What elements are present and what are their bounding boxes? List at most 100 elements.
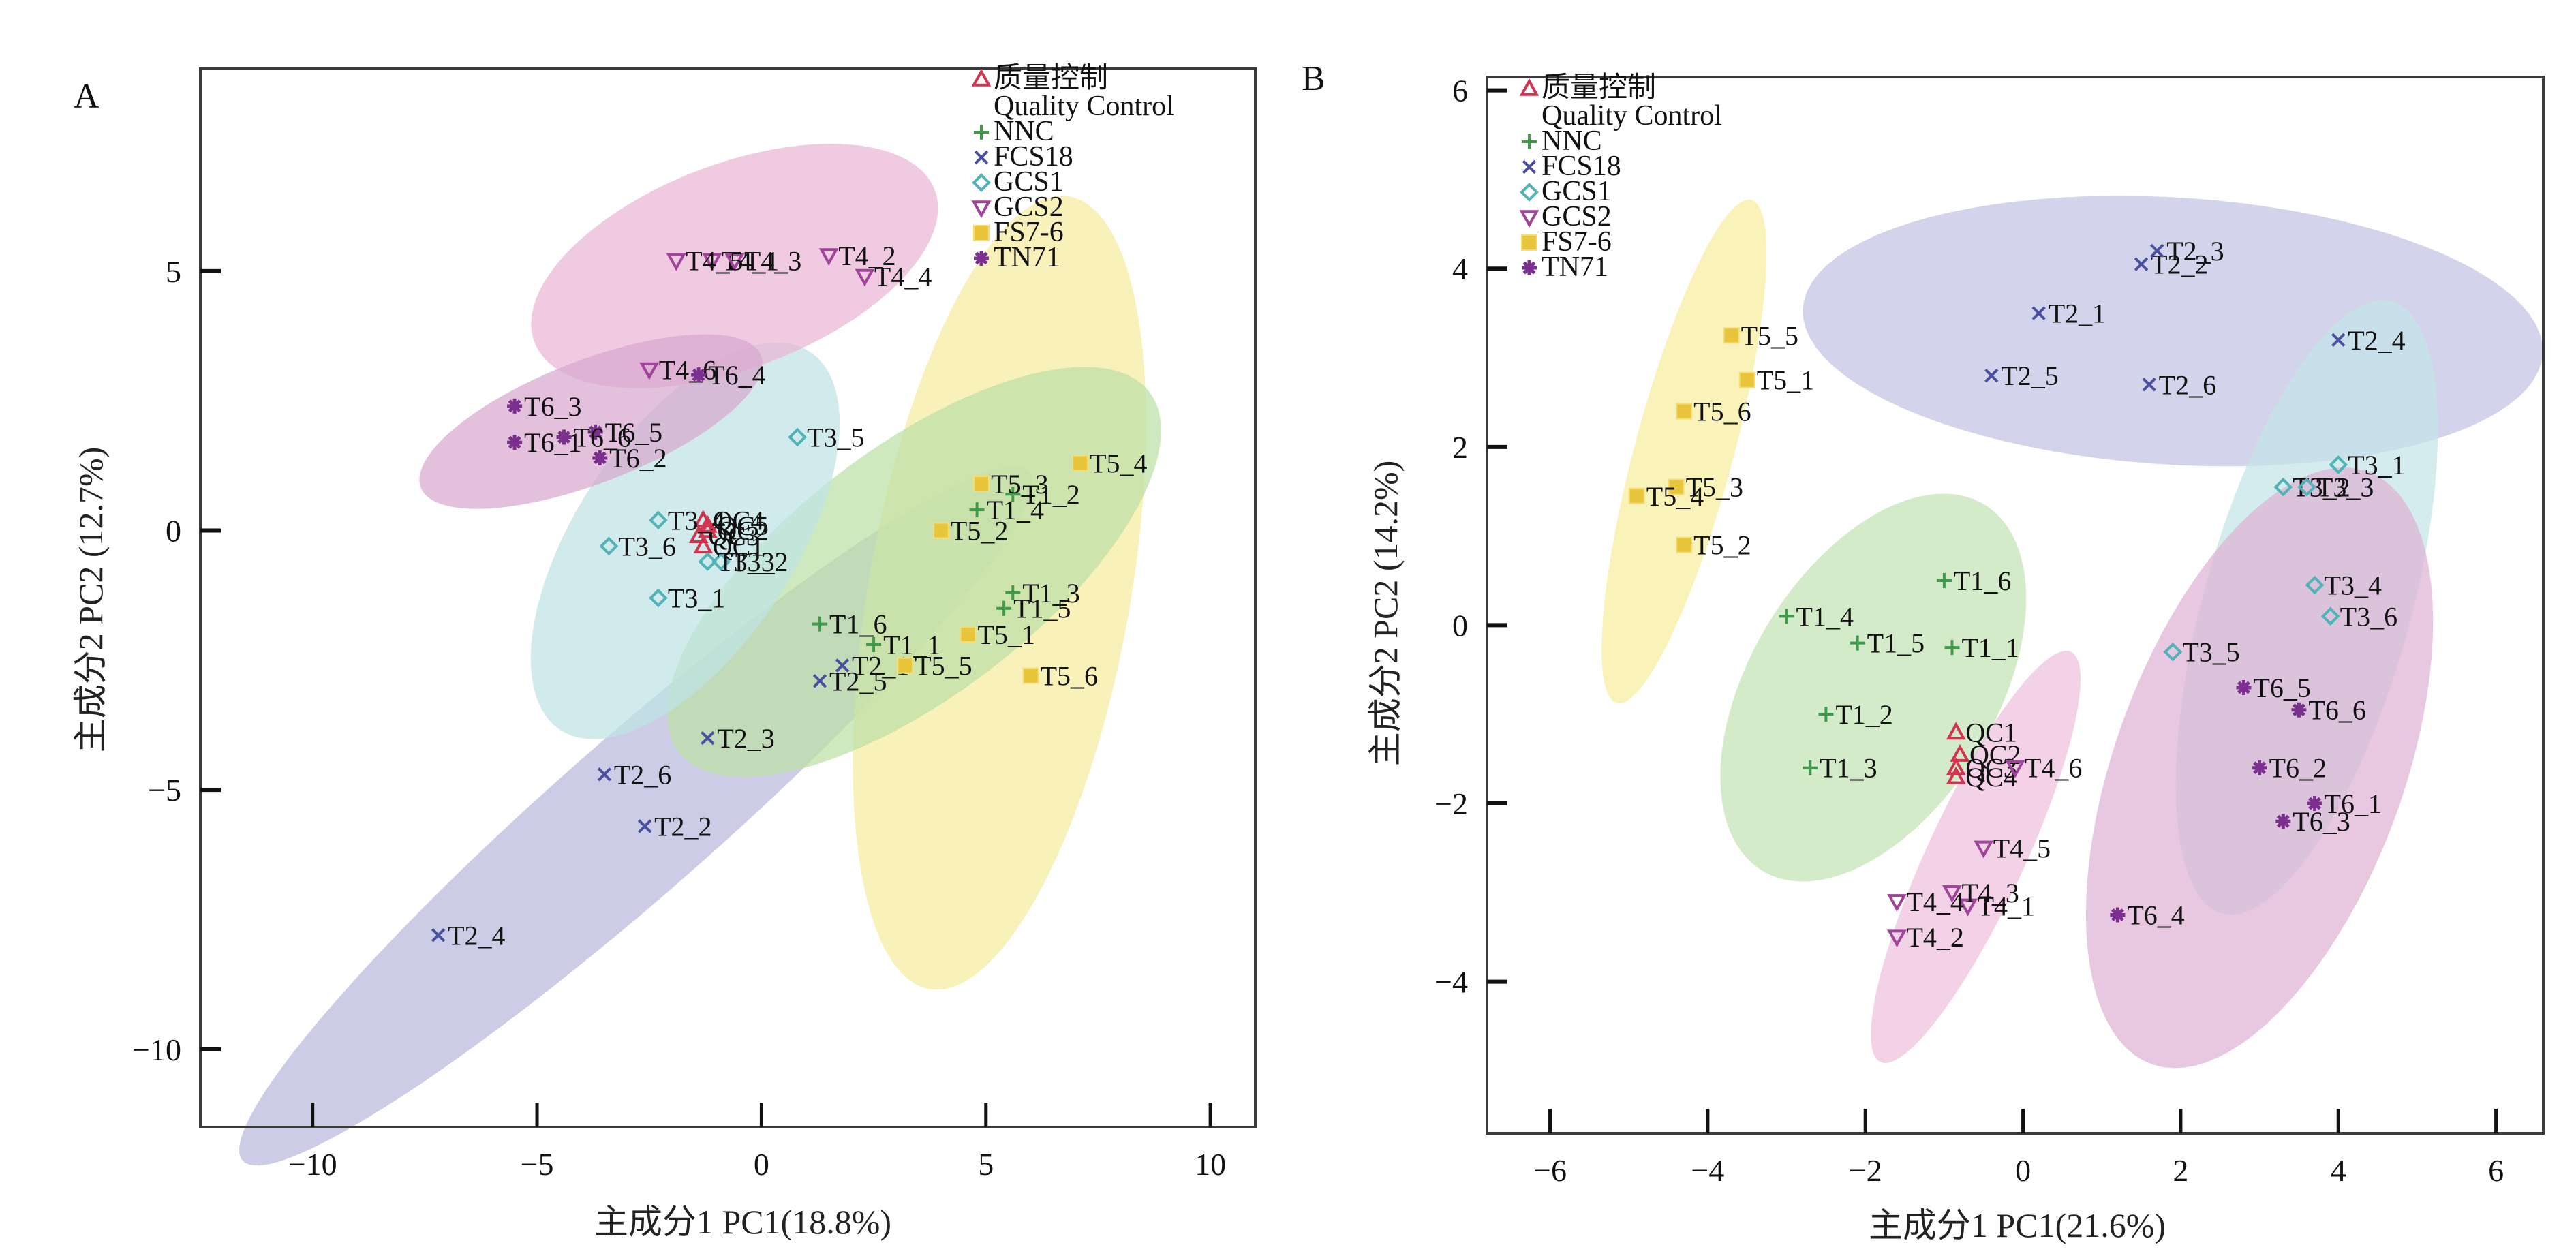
panel-b-x-tick-label: −6	[1533, 1153, 1567, 1188]
panel-b-point-t6_4	[2110, 907, 2126, 923]
panel-a-legend-label-gcs2: GCS2	[994, 191, 1064, 223]
panel-b-y-tick-label: −2	[1435, 786, 1468, 821]
panel-b-letter: B	[1302, 59, 1325, 98]
panel-b-point-t4_1	[1958, 898, 1978, 917]
panel-b-point-label-t5_2: T5_2	[1693, 530, 1751, 561]
panel-b-point-label-t3_4: T3_4	[2325, 570, 2382, 601]
panel-a-point-t6_1	[507, 435, 523, 450]
panel-a-point-t3_3	[698, 552, 718, 572]
panel-a-point-t5_1	[960, 626, 977, 643]
panel-b-point-t2_6	[2142, 378, 2156, 392]
panel-b-point-label-t2_1: T2_1	[2049, 298, 2106, 329]
panel-b-legend-label-qc-en: Quality Control	[1542, 100, 1722, 132]
panel-a-point-t6_2	[592, 450, 608, 465]
panel-b-point-t6_3	[2275, 814, 2291, 829]
panel-b-legend-label-nnc: NNC	[1542, 125, 1602, 157]
panel-b-point-label-t1_2: T1_2	[1835, 699, 1892, 730]
panel-a-point-label-qc2: QC2	[717, 516, 769, 547]
panel-a-point-label-t2_6: T2_6	[614, 759, 671, 790]
panel-b-point-label-t5_1: T5_1	[1757, 365, 1814, 396]
panel-b-legend-label-gcs1: GCS1	[1542, 176, 1612, 207]
panel-b-point-label-t5_6: T5_6	[1693, 397, 1751, 427]
panel-a-point-label-t6_5: T6_5	[605, 417, 662, 448]
panel-a-point-label-t4_5: T4_5	[686, 246, 743, 277]
panel-b-point-t1_3	[1803, 760, 1818, 775]
panel-a-ellipse-nnc	[667, 367, 1161, 778]
panel-a-legend-marker-gcs2	[971, 200, 992, 219]
panel-b-point-label-t1_6: T1_6	[1954, 566, 2011, 596]
panel-a-point-label-t1_4: T1_4	[987, 495, 1044, 525]
panel-b-legend-marker-fs7-6	[1521, 234, 1537, 251]
panel-a-legend-marker-qc	[971, 68, 992, 87]
panel-b-legend-marker-tn71	[1522, 260, 1537, 275]
panel-a-x-tick-label: 5	[978, 1147, 994, 1182]
panel-a-point-t1_5	[996, 600, 1012, 616]
panel-b-point-t4_4	[1887, 894, 1907, 912]
panel-b-point-label-t6_1: T6_1	[2325, 788, 2382, 819]
panel-a-point-t1_2	[1005, 487, 1021, 502]
panel-a-plot-frame	[199, 67, 1257, 1128]
panel-a-legend-label-qc-cn: 质量控制	[994, 63, 1108, 94]
panel-b-y-tick-label: 4	[1452, 251, 1468, 286]
panel-a-point-t5_6	[1022, 667, 1039, 684]
panel-a-point-t4_4	[855, 268, 875, 287]
panel-b-point-label-t4_3: T4_3	[1961, 878, 2019, 908]
panel-b-point-t3_6	[2320, 606, 2340, 626]
panel-b-point-label-t3_1: T3_1	[2348, 450, 2405, 480]
panel-b-y-tick-label: 6	[1452, 74, 1468, 108]
panel-b-point-qc2	[1950, 743, 1970, 762]
panel-a-point-t2_4	[431, 928, 446, 942]
panel-a-point-label-t1_5: T1_5	[1013, 594, 1071, 624]
panel-a-point-label-t5_5: T5_5	[915, 650, 972, 681]
panel-a-point-label-qc3: QC3	[708, 521, 760, 551]
panel-a-ellipse-tn71	[419, 334, 763, 509]
panel-a-point-label-t6_3: T6_3	[524, 391, 581, 422]
panel-b-point-t2_5	[1984, 368, 1999, 383]
panel-a-legend-marker-fcs18	[974, 150, 989, 165]
panel-b-x-tick-label: 4	[2331, 1153, 2346, 1188]
panel-a-axes: −10 −5 0 5 10 5 0 −5 −10	[132, 254, 1226, 1182]
panel-a-point-t6_4	[691, 367, 707, 383]
panel-a-point-label-t6_1: T6_1	[524, 427, 581, 458]
panel-a-point-label-t5_3: T5_3	[991, 469, 1048, 500]
panel-a-point-label-t3_1: T3_1	[668, 583, 725, 614]
panel-b-point-t4_3	[1942, 885, 1962, 903]
panel-a-point-label-t6_4: T6_4	[708, 360, 765, 390]
panel-b-axes: −6 −4 −2 0 2 4 6 6 4 2 0 −2 −4	[1435, 74, 2504, 1188]
panel-b-point-label-t6_4: T6_4	[2127, 900, 2184, 931]
panel-b-point-t6_5	[2236, 679, 2252, 695]
panel-b-point-label-t3_6: T3_6	[2340, 601, 2397, 632]
panel-a-point-t5_4	[1072, 455, 1089, 472]
panel-a-point-label-qc5: QC5	[717, 510, 769, 541]
panel-a-ellipses	[239, 144, 1161, 1166]
panel-b-point-t3_2	[2273, 477, 2293, 497]
panel-b-frame	[1486, 76, 2545, 1135]
panel-b-legend-marker-gcs1	[1520, 183, 1539, 202]
panel-a-legend-label-tn71: TN71	[994, 242, 1060, 273]
panel-b-ellipse-gcs2	[1871, 651, 2081, 1063]
panel-a-point-label-t6_2: T6_2	[609, 443, 666, 474]
panel-a-point-label-t2_3: T2_3	[717, 723, 774, 754]
panel-b-point-t1_2	[1818, 707, 1834, 722]
panel-b-point-label-t3_3: T3_3	[2316, 472, 2374, 503]
panel-b-point-label-t4_4: T4_4	[1906, 887, 1963, 917]
panel-a-point-qc1	[693, 536, 714, 554]
panel-a-point-label-t3_3: T3_3	[717, 547, 774, 577]
panel-b-point-label-t4_1: T4_1	[1978, 891, 2035, 921]
panel-b-legend-marker-nnc	[1522, 134, 1537, 149]
panel-a-letter: A	[74, 77, 99, 116]
panel-a-point-t4_3	[724, 253, 745, 271]
panel-a-x-tick-label: −10	[288, 1147, 337, 1182]
panel-a-x-axis-title: 主成分1 PC1(18.8%)	[594, 1203, 891, 1241]
panel-a-point-t2_6	[597, 767, 612, 782]
panel-a-point-label-qc1: QC1	[713, 531, 765, 562]
panel-b-point-label-t4_6: T4_6	[2025, 753, 2082, 784]
panel-b-point-label-qc4: QC4	[1965, 762, 2017, 793]
panel-b-point-t1_1	[1944, 640, 1960, 656]
panel-b-legend-marker-qc	[1519, 78, 1539, 96]
panel-a-legend-marker-nnc	[974, 125, 989, 140]
panel-a-point-t2_2	[637, 819, 652, 833]
panel-b-point-t5_5	[1723, 327, 1740, 344]
